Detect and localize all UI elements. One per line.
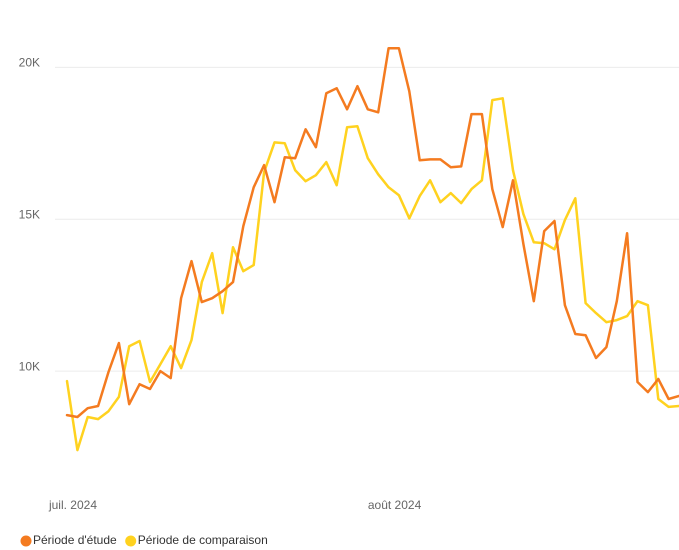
legend-label: Période d'étude: [33, 533, 117, 547]
legend-swatch: [125, 535, 137, 547]
x-tick-label: août 2024: [368, 498, 422, 512]
y-tick-label: 10K: [19, 359, 40, 373]
legend-label: Période de comparaison: [138, 533, 268, 547]
y-tick-label: 20K: [19, 56, 40, 70]
y-tick-label: 15K: [19, 207, 40, 221]
line-series: [65, 46, 679, 419]
legend-swatch: [20, 535, 32, 547]
x-tick-label: juil. 2024: [48, 498, 97, 512]
legend: Période d'étude Période de comparaison: [20, 533, 268, 547]
line-series: [65, 97, 679, 452]
